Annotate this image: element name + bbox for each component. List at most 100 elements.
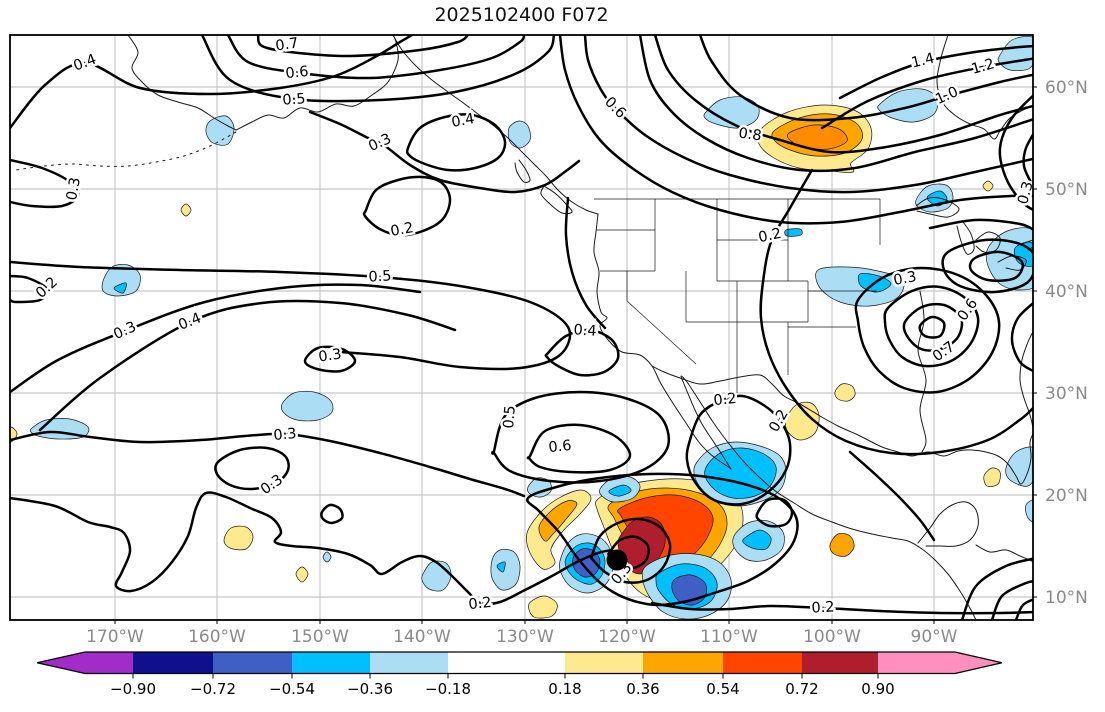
contour-line <box>902 302 964 352</box>
shaded-region <box>784 228 803 237</box>
contour-line <box>10 35 414 130</box>
contour-line <box>918 315 946 339</box>
lat-label: 10°N <box>1045 588 1088 608</box>
shaded-region <box>983 467 1001 487</box>
colorbar-segment <box>802 652 878 674</box>
coastline-islands <box>15 131 237 171</box>
contour-label: 0.6 <box>285 64 310 82</box>
coastline <box>514 159 531 184</box>
contour-line <box>10 491 614 606</box>
colorbar-segment <box>292 652 370 674</box>
contour-label: 0.2 <box>811 599 835 616</box>
contour-line <box>526 472 799 607</box>
shaded-region <box>507 120 531 149</box>
contour-label: 0.7 <box>274 35 299 54</box>
coastline <box>956 221 975 255</box>
contour-line <box>854 266 1001 394</box>
shaded-region <box>101 263 141 297</box>
coastline <box>235 35 399 131</box>
colorbar-tick-label: −0.36 <box>347 680 393 698</box>
lon-label: 170°W <box>86 627 144 647</box>
colorbar-segment <box>878 652 1002 674</box>
contour-label: 0.5 <box>368 268 392 285</box>
contour-line <box>214 446 290 491</box>
shaded-region <box>1025 499 1033 523</box>
colorbar-tick-label: 0.90 <box>861 680 894 698</box>
contour-label: 0.5 <box>282 91 306 109</box>
lon-label: 110°W <box>700 627 758 647</box>
contour-line <box>960 557 1033 620</box>
contour-label: 0.8 <box>737 125 762 144</box>
shaded-region <box>180 203 192 217</box>
lat-label: 50°N <box>1045 180 1088 200</box>
coastline <box>855 432 1033 485</box>
lat-label: 60°N <box>1045 78 1088 98</box>
contour-line <box>589 517 672 584</box>
contour-line <box>848 450 936 542</box>
coastline <box>915 197 960 218</box>
colorbar-tick-label: 0.72 <box>785 680 818 698</box>
contour-label: 0.2 <box>713 391 738 409</box>
contour-line <box>10 158 80 209</box>
contour-line <box>698 35 1033 122</box>
coastline <box>997 255 1027 271</box>
contour-line <box>200 35 556 103</box>
state-border <box>626 300 697 365</box>
map-inner: 0.40.70.60.50.30.4 0.60.81.4 1.21.00.30.2 0… <box>10 35 1033 620</box>
colorbar-tick-label: 0.54 <box>706 680 739 698</box>
contour-label: 0.3 <box>317 346 342 365</box>
shaded-region <box>496 561 506 573</box>
contour-line <box>405 113 507 172</box>
coastline <box>1019 330 1033 430</box>
contour-line <box>650 601 1033 615</box>
coastline <box>777 492 977 620</box>
lat-label: 40°N <box>1045 282 1088 302</box>
shaded-region <box>786 124 848 150</box>
storm-marker-icon <box>606 549 628 571</box>
contour-label: 0.5 <box>501 405 519 429</box>
contour-line <box>1022 132 1033 188</box>
colorbar-segment <box>37 652 133 674</box>
contour-line <box>685 394 792 506</box>
contour-line <box>968 250 1025 282</box>
shaded-region <box>490 548 521 591</box>
contour-label: 0.2 <box>468 595 493 613</box>
contour-line <box>583 35 1033 194</box>
lon-label: 130°W <box>496 627 554 647</box>
contour-line <box>759 168 1033 456</box>
shaded-region <box>982 180 994 192</box>
contour-line <box>38 299 457 432</box>
shaded-region <box>280 390 334 422</box>
colorbar-tick-label: 0.18 <box>548 680 581 698</box>
coastline <box>680 375 779 494</box>
shaded-region <box>528 595 558 619</box>
shaded-region <box>113 282 127 294</box>
colorbar-outline <box>36 651 1003 675</box>
page-title: 2025102400 F072 <box>434 4 609 26</box>
contour-line <box>308 110 581 194</box>
contour-label: 0.6 <box>548 438 573 456</box>
shaded-region <box>223 525 254 551</box>
contour-line <box>883 285 980 368</box>
colorbar-segment <box>370 652 448 674</box>
lon-label: 120°W <box>598 627 656 647</box>
colorbar-segment <box>643 652 723 674</box>
shaded-region <box>742 529 772 551</box>
contour-line <box>755 497 794 528</box>
colorbar-tick-label: 0.36 <box>626 680 659 698</box>
colorbar-segment <box>565 652 643 674</box>
contour-label: 0.4 <box>573 322 597 340</box>
colorbar-tick-label: −0.90 <box>110 680 156 698</box>
contour-line <box>491 390 671 484</box>
contour-line <box>256 35 470 58</box>
shaded-region <box>829 533 855 557</box>
shaded-region <box>205 115 235 146</box>
coastline <box>540 185 573 215</box>
contour-line <box>10 274 49 304</box>
lon-label: 140°W <box>393 627 451 647</box>
contour-label: 0.3 <box>273 426 297 444</box>
contour-line <box>362 175 452 237</box>
colorbar-tick-label: −0.18 <box>425 680 471 698</box>
